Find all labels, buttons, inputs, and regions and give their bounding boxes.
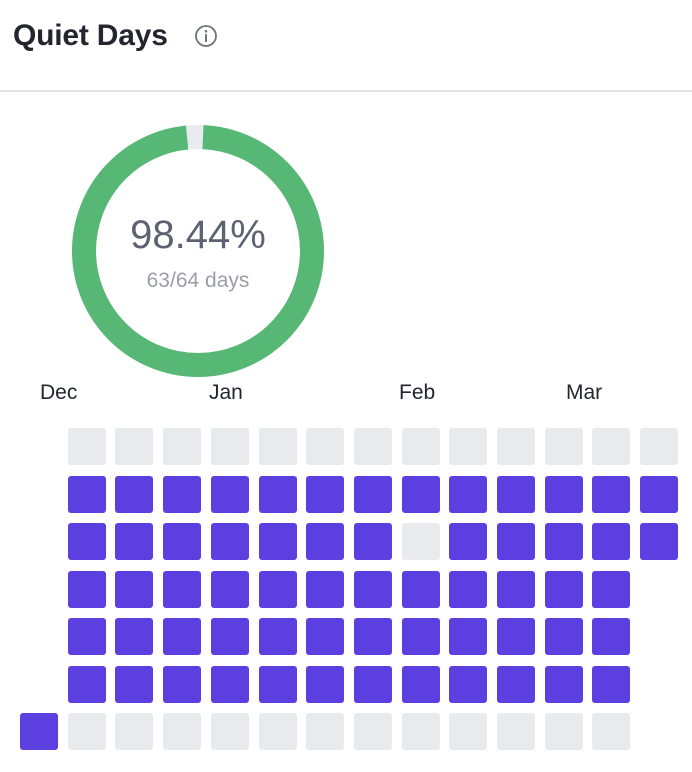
calendar-day-quiet[interactable] [592, 476, 630, 513]
calendar-day-quiet[interactable] [545, 618, 583, 655]
calendar-day-quiet[interactable] [211, 666, 249, 703]
calendar-day-quiet[interactable] [497, 666, 535, 703]
calendar-day-empty[interactable] [259, 428, 297, 465]
calendar-day-quiet[interactable] [449, 523, 487, 560]
calendar-day-empty[interactable] [545, 428, 583, 465]
calendar-day-quiet[interactable] [306, 666, 344, 703]
calendar-day-quiet[interactable] [592, 523, 630, 560]
month-label-dec: Dec [40, 381, 78, 404]
quiet-days-donut [72, 125, 324, 377]
calendar-day-empty[interactable] [163, 713, 201, 750]
calendar-day-empty[interactable] [497, 428, 535, 465]
calendar-day-empty[interactable] [259, 713, 297, 750]
calendar-day-quiet[interactable] [259, 476, 297, 513]
calendar-day-quiet[interactable] [306, 476, 344, 513]
calendar-day-quiet[interactable] [211, 476, 249, 513]
calendar-day-quiet[interactable] [592, 618, 630, 655]
calendar-day-quiet[interactable] [306, 618, 344, 655]
calendar-day-empty[interactable] [592, 428, 630, 465]
calendar-day-quiet[interactable] [68, 476, 106, 513]
calendar-day-quiet[interactable] [545, 523, 583, 560]
calendar-day-empty[interactable] [211, 428, 249, 465]
calendar-day-quiet[interactable] [259, 571, 297, 608]
calendar-day-empty[interactable] [354, 428, 392, 465]
calendar-day-quiet[interactable] [115, 618, 153, 655]
calendar-day-empty[interactable] [402, 523, 440, 560]
calendar-day-empty[interactable] [497, 713, 535, 750]
calendar-day-empty[interactable] [449, 713, 487, 750]
calendar-day-empty[interactable] [115, 713, 153, 750]
calendar-day-empty[interactable] [306, 713, 344, 750]
calendar-day-quiet[interactable] [211, 523, 249, 560]
calendar-day-quiet[interactable] [497, 618, 535, 655]
month-label-jan: Jan [209, 381, 243, 404]
calendar-day-quiet[interactable] [640, 476, 678, 513]
calendar-day-empty[interactable] [354, 713, 392, 750]
calendar-day-quiet[interactable] [163, 666, 201, 703]
calendar-day-quiet[interactable] [402, 476, 440, 513]
calendar-day-quiet[interactable] [449, 666, 487, 703]
calendar-day-quiet[interactable] [20, 713, 58, 750]
widget-title: Quiet Days [13, 19, 168, 52]
calendar-day-quiet[interactable] [354, 523, 392, 560]
calendar-day-quiet[interactable] [306, 571, 344, 608]
calendar-day-empty[interactable] [402, 713, 440, 750]
calendar-day-empty[interactable] [68, 428, 106, 465]
calendar-day-quiet[interactable] [115, 523, 153, 560]
calendar-day-quiet[interactable] [497, 523, 535, 560]
quiet-days-percentage: 98.44% [130, 213, 266, 257]
calendar-day-quiet[interactable] [545, 476, 583, 513]
donut-progress-arc [72, 125, 324, 377]
calendar-day-empty[interactable] [115, 428, 153, 465]
calendar-day-quiet[interactable] [354, 476, 392, 513]
calendar-day-empty[interactable] [211, 713, 249, 750]
calendar-day-quiet[interactable] [402, 618, 440, 655]
calendar-day-quiet[interactable] [259, 618, 297, 655]
calendar-day-quiet[interactable] [211, 618, 249, 655]
calendar-day-quiet[interactable] [545, 571, 583, 608]
calendar-day-quiet[interactable] [163, 476, 201, 513]
calendar-day-quiet[interactable] [259, 523, 297, 560]
calendar-day-empty[interactable] [592, 713, 630, 750]
calendar-day-quiet[interactable] [163, 523, 201, 560]
calendar-day-quiet[interactable] [68, 571, 106, 608]
calendar-day-quiet[interactable] [497, 571, 535, 608]
calendar-day-quiet[interactable] [449, 618, 487, 655]
calendar-day-quiet[interactable] [402, 666, 440, 703]
calendar-day-quiet[interactable] [115, 666, 153, 703]
calendar-day-quiet[interactable] [449, 476, 487, 513]
widget-header: Quiet Days [0, 0, 692, 92]
calendar-day-quiet[interactable] [449, 571, 487, 608]
calendar-day-quiet[interactable] [115, 476, 153, 513]
calendar-day-quiet[interactable] [68, 666, 106, 703]
calendar-day-quiet[interactable] [402, 571, 440, 608]
calendar-day-quiet[interactable] [354, 571, 392, 608]
calendar-day-quiet[interactable] [354, 666, 392, 703]
calendar-day-quiet[interactable] [640, 523, 678, 560]
calendar-day-quiet[interactable] [163, 618, 201, 655]
calendar-day-empty[interactable] [640, 428, 678, 465]
calendar-day-empty[interactable] [306, 428, 344, 465]
calendar-day-quiet[interactable] [68, 618, 106, 655]
calendar-day-quiet[interactable] [545, 666, 583, 703]
calendar-day-quiet[interactable] [306, 523, 344, 560]
calendar-day-quiet[interactable] [354, 618, 392, 655]
calendar-day-quiet[interactable] [115, 571, 153, 608]
calendar-day-empty[interactable] [163, 428, 201, 465]
calendar-day-quiet[interactable] [163, 571, 201, 608]
quiet-days-count: 63/64 days [146, 269, 250, 292]
calendar-day-quiet[interactable] [259, 666, 297, 703]
calendar-day-quiet[interactable] [497, 476, 535, 513]
info-icon[interactable] [194, 24, 218, 48]
calendar-day-empty[interactable] [545, 713, 583, 750]
calendar-day-quiet[interactable] [592, 571, 630, 608]
calendar-day-empty[interactable] [402, 428, 440, 465]
calendar-day-quiet[interactable] [68, 523, 106, 560]
month-label-feb: Feb [399, 381, 436, 404]
month-label-mar: Mar [566, 381, 603, 404]
calendar-day-quiet[interactable] [592, 666, 630, 703]
calendar-day-empty[interactable] [68, 713, 106, 750]
calendar-day-quiet[interactable] [211, 571, 249, 608]
calendar-day-empty[interactable] [449, 428, 487, 465]
